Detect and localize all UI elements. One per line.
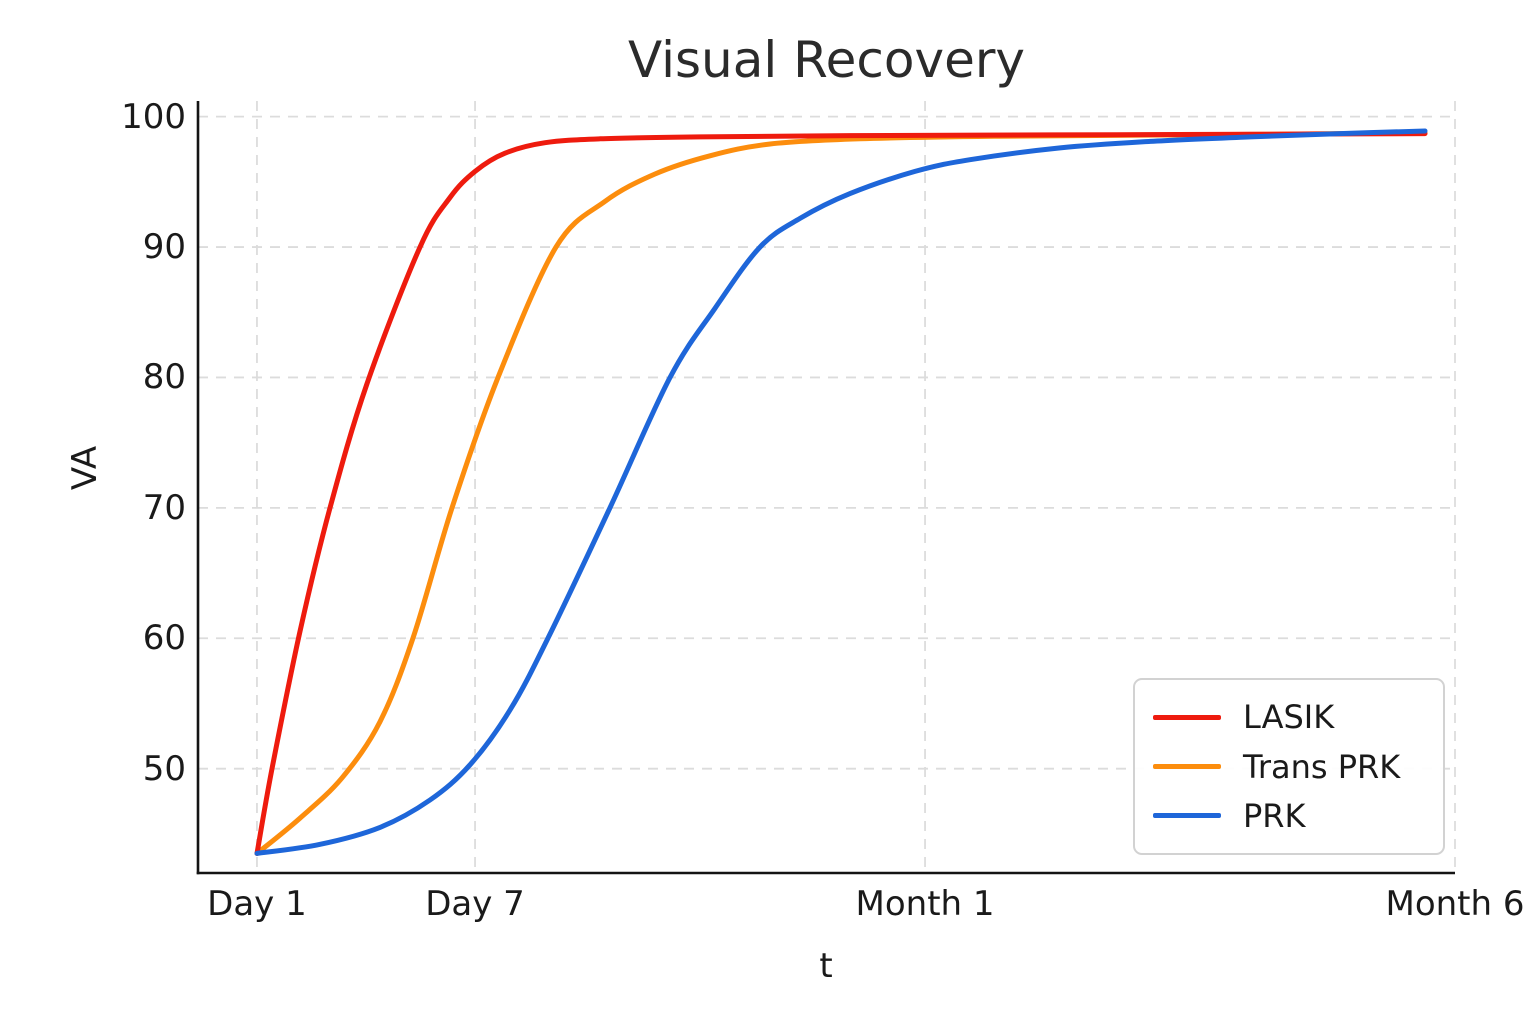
curve-prk	[254, 128, 1428, 856]
curve-lasik	[254, 131, 1428, 856]
y-tick-label: 100	[121, 96, 186, 137]
legend-line-swatch	[1153, 714, 1221, 720]
legend-line-swatch	[1153, 764, 1221, 769]
x-tick-label: Month 6	[1385, 884, 1525, 924]
legend: LASIK Trans PRK PRK	[1133, 678, 1445, 855]
y-tick-label: 80	[142, 357, 186, 398]
legend-label: Trans PRK	[1243, 747, 1401, 786]
x-axis-label: t	[819, 946, 833, 986]
y-tick-label: 70	[142, 487, 186, 528]
legend-line-swatch	[1153, 813, 1221, 819]
y-tick-label: 60	[142, 618, 186, 659]
y-tick-label: 90	[142, 227, 186, 268]
x-tick-label: Day 1	[207, 884, 307, 924]
y-tick-label: 50	[142, 748, 186, 789]
legend-item: PRK	[1153, 798, 1425, 834]
legend-item: LASIK	[1153, 699, 1425, 735]
legend-label: LASIK	[1243, 698, 1335, 737]
legend-item: Trans PRK	[1153, 749, 1425, 785]
x-tick-label: Month 1	[855, 884, 995, 924]
chart-title: Visual Recovery	[628, 31, 1025, 89]
x-tick-label: Day 7	[425, 884, 525, 924]
legend-label: PRK	[1243, 796, 1306, 835]
